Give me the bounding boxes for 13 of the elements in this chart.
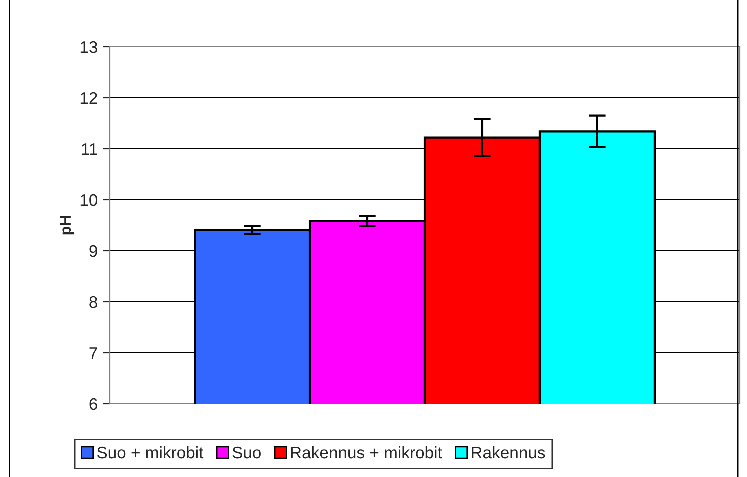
legend-label: Rakennus bbox=[472, 446, 546, 459]
y-tick-label: 10 bbox=[80, 194, 98, 206]
legend-label: Rakennus + mikrobit bbox=[291, 446, 442, 459]
y-tick-label: 11 bbox=[82, 144, 98, 156]
y-tick-label: 13 bbox=[80, 41, 98, 54]
y-tick-label: 6 bbox=[90, 398, 98, 410]
y-tick-label: 9 bbox=[90, 245, 98, 258]
legend-label: Suo bbox=[232, 446, 261, 459]
y-axis-title: pH bbox=[60, 216, 74, 235]
y-tick-label: 7 bbox=[90, 348, 98, 360]
legend-label: Suo + mikrobit bbox=[97, 446, 204, 459]
y-tick-label: 12 bbox=[80, 92, 98, 104]
y-tick-label: 8 bbox=[90, 296, 98, 308]
